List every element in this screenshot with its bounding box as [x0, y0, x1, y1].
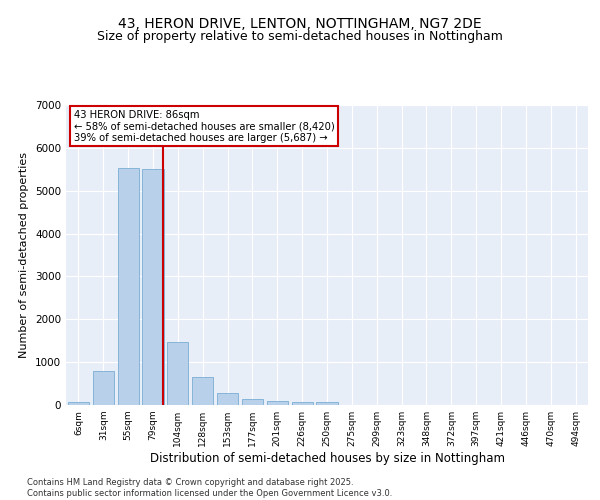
- Bar: [242, 399, 263, 405]
- Bar: [118, 168, 139, 405]
- Y-axis label: Number of semi-detached properties: Number of semi-detached properties: [19, 152, 29, 358]
- Bar: [316, 402, 338, 405]
- X-axis label: Distribution of semi-detached houses by size in Nottingham: Distribution of semi-detached houses by …: [149, 452, 505, 465]
- Bar: [267, 401, 288, 405]
- Bar: [68, 402, 89, 405]
- Text: 43 HERON DRIVE: 86sqm
← 58% of semi-detached houses are smaller (8,420)
39% of s: 43 HERON DRIVE: 86sqm ← 58% of semi-deta…: [74, 110, 335, 142]
- Text: Size of property relative to semi-detached houses in Nottingham: Size of property relative to semi-detach…: [97, 30, 503, 43]
- Bar: [192, 377, 213, 405]
- Text: Contains HM Land Registry data © Crown copyright and database right 2025.
Contai: Contains HM Land Registry data © Crown c…: [27, 478, 392, 498]
- Bar: [292, 402, 313, 405]
- Bar: [142, 170, 164, 405]
- Bar: [93, 370, 114, 405]
- Bar: [217, 394, 238, 405]
- Text: 43, HERON DRIVE, LENTON, NOTTINGHAM, NG7 2DE: 43, HERON DRIVE, LENTON, NOTTINGHAM, NG7…: [118, 18, 482, 32]
- Bar: [167, 342, 188, 405]
